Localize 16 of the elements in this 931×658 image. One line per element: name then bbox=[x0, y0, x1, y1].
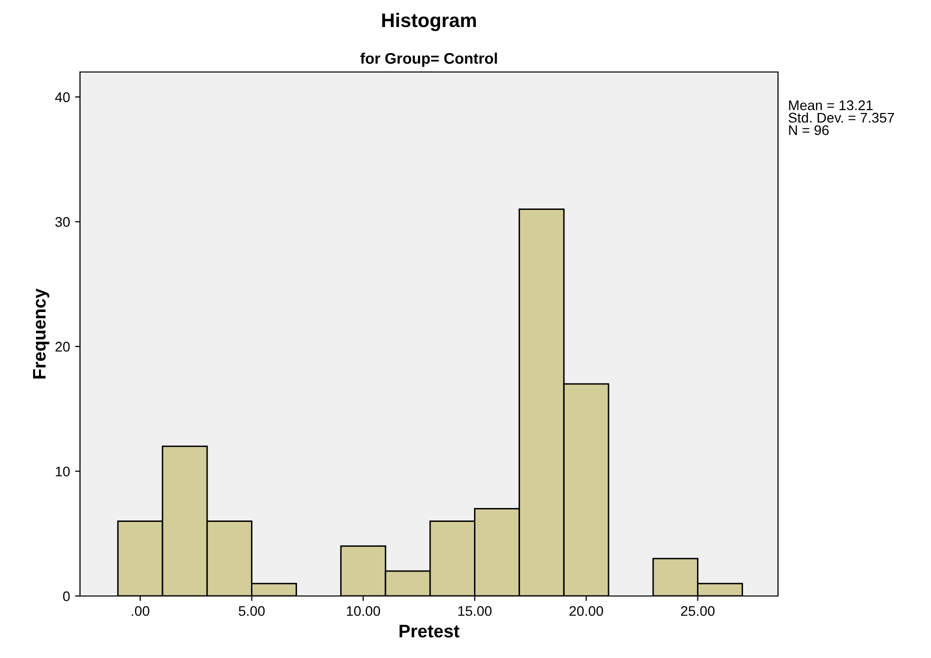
y-axis-title: Frequency bbox=[33, 288, 50, 378]
x-tick-label: 10.00 bbox=[346, 606, 380, 616]
chart-subtitle: for Group= Control bbox=[360, 52, 497, 67]
text: Mean = 13.21 Std. Dev. = 7.357 N = 96 bbox=[788, 100, 894, 136]
y-tick-label: 0 bbox=[63, 591, 70, 602]
x-tick-label: .00 bbox=[132, 606, 150, 616]
x-tick-label: 15.00 bbox=[458, 606, 492, 616]
x-tick-label: 25.00 bbox=[681, 606, 715, 616]
x-tick-label: 5.00 bbox=[238, 606, 265, 616]
y-tick-label: 30 bbox=[55, 217, 70, 227]
y-tick-label: 10 bbox=[56, 466, 70, 476]
chart-title: Histogram bbox=[382, 12, 476, 32]
x-tick-label: 20.00 bbox=[570, 606, 604, 616]
x-axis-title: Pretest bbox=[400, 624, 460, 638]
y-tick-label: 40 bbox=[55, 92, 70, 102]
y-tick-label: 20 bbox=[56, 342, 70, 352]
